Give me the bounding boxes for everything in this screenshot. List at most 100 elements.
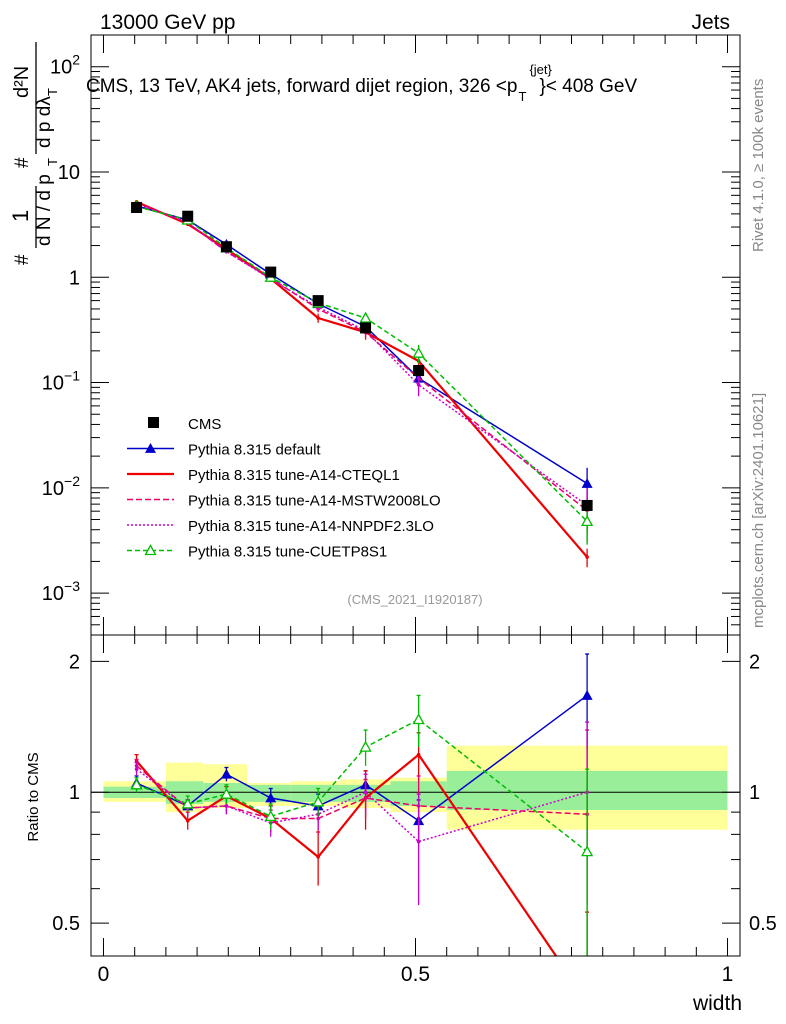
upper-marker-series-1 bbox=[316, 316, 320, 320]
ratio-marker-series-4 bbox=[130, 778, 143, 790]
mcplots-label: mcplots.cern.ch [arXiv:2401.10621] bbox=[750, 393, 767, 628]
ratio-marker-series-1 bbox=[416, 752, 421, 757]
title-main: CMS, 13 TeV, AK4 jets, forward dijet reg… bbox=[86, 76, 517, 97]
ratio-line-series-1 bbox=[135, 753, 558, 956]
ratio-marker-series-0 bbox=[220, 768, 232, 779]
data-point-cms bbox=[131, 201, 143, 213]
legend-label-series-3: Pythia 8.315 tune-A14-NNPDF2.3LO bbox=[188, 518, 434, 535]
upper-y-tick-label: 102 bbox=[50, 52, 80, 79]
upper-series-layer bbox=[130, 200, 594, 568]
ratio-marker-series-4 bbox=[359, 740, 372, 752]
upper-panel: 10−3 10−2 10−1 1 10 102 bbox=[42, 34, 741, 636]
legend: CMS Pythia 8.315 default Pythia 8.315 tune… bbox=[127, 416, 441, 561]
lower-y-tick-label-left: 1 bbox=[69, 782, 80, 804]
upper-y-tick-label: 1 bbox=[69, 267, 80, 289]
y-title-T-sub: T bbox=[45, 158, 60, 166]
ratio-marker-series-1 bbox=[585, 1000, 589, 1004]
title-text-b: }< 408 GeV bbox=[539, 76, 637, 97]
data-point-cms bbox=[182, 210, 194, 222]
ratio-marker-series-4 bbox=[220, 787, 233, 799]
rivet-version-label: Rivet 4.1.0, ≥ 100k events bbox=[750, 79, 767, 252]
ratio-marker-series-4 bbox=[264, 810, 277, 822]
upper-line-series-4 bbox=[136, 205, 588, 522]
data-point-cms bbox=[413, 365, 425, 377]
ratio-marker-series-4 bbox=[181, 797, 194, 809]
upper-y-tick-label: 10−1 bbox=[42, 368, 80, 395]
y-title-T-sub-2: T bbox=[45, 88, 60, 96]
upper-marker-series-4 bbox=[581, 515, 594, 527]
x-tick-label: 1 bbox=[722, 963, 734, 986]
upper-y-tick-label: 10−2 bbox=[42, 473, 80, 500]
data-point-cms bbox=[265, 266, 277, 278]
ratio-marker-series-4 bbox=[581, 845, 594, 857]
upper-data-layer bbox=[131, 201, 593, 511]
lower-y-tick-label-right: 1 bbox=[749, 782, 760, 804]
lower-panel: 0.5 0.5 1 1 2 2 bbox=[52, 634, 777, 1004]
x-tick-labels: 0 0.5 1 bbox=[98, 963, 734, 986]
upper-line-series-3 bbox=[136, 202, 588, 507]
lower-y-tick-label-right: 2 bbox=[749, 651, 760, 673]
ratio-line-series-4 bbox=[136, 718, 588, 853]
title-superscript: {jet} bbox=[529, 62, 552, 77]
data-point-cms bbox=[312, 295, 324, 307]
ratio-line-series-2 bbox=[136, 765, 588, 820]
title-subscript: T bbox=[518, 89, 526, 104]
data-point-cms bbox=[220, 241, 232, 253]
x-axis-label: width bbox=[692, 992, 742, 1015]
data-point-cms bbox=[360, 322, 372, 334]
legend-label-cms: CMS bbox=[188, 416, 221, 433]
upper-y-tick-label: 10−3 bbox=[42, 578, 80, 605]
data-point-cms bbox=[581, 499, 593, 511]
ratio-marker-series-4 bbox=[412, 713, 425, 725]
plot-title: CMS, 13 TeV, AK4 jets, forward dijet reg… bbox=[86, 62, 637, 104]
ratio-marker-series-3 bbox=[416, 839, 421, 844]
y-title-dpT-dlambda: d p dλ bbox=[34, 96, 55, 148]
upper-line-series-2 bbox=[136, 202, 588, 512]
ratio-marker-series-1 bbox=[316, 855, 320, 859]
lower-frame bbox=[90, 634, 741, 957]
upper-y-title: # 1 d N / d p T # d²N d p dλ T bbox=[8, 42, 60, 265]
ratio-band-inner bbox=[290, 784, 341, 802]
x-tick-label: 0 bbox=[98, 963, 110, 986]
upper-y-tick-label: 10 bbox=[58, 162, 80, 184]
lower-y-tick-label-right: 0.5 bbox=[749, 913, 777, 935]
ratio-marker-series-1 bbox=[185, 818, 190, 823]
legend-label-series-1: Pythia 8.315 tune-A14-CTEQL1 bbox=[188, 467, 400, 484]
y-title-dN-dp: d N / d p bbox=[34, 174, 55, 246]
upper-marker-series-4 bbox=[412, 346, 425, 358]
ratio-marker-series-3 bbox=[363, 790, 368, 795]
lower-series-layer bbox=[130, 653, 594, 1004]
lower-y-tick-label-left: 2 bbox=[69, 651, 80, 673]
y-title-hash2: # bbox=[12, 157, 33, 168]
legend-label-series-0: Pythia 8.315 default bbox=[188, 442, 321, 459]
y-title-d2N: d²N bbox=[11, 66, 33, 98]
ratio-marker-series-0 bbox=[581, 689, 593, 700]
legend-marker-series-0 bbox=[145, 443, 156, 453]
upper-marker-series-3 bbox=[416, 383, 421, 387]
header-category: Jets bbox=[691, 11, 730, 34]
ratio-marker-series-3 bbox=[224, 804, 229, 808]
header-collision: 13000 GeV pp bbox=[100, 11, 235, 34]
y-title-one: 1 bbox=[8, 210, 33, 222]
upper-marker-series-1 bbox=[585, 555, 589, 559]
upper-marker-series-4 bbox=[359, 311, 372, 323]
ratio-band-inner bbox=[247, 784, 291, 802]
lower-axis-ticks: 0.5 0.5 1 1 2 2 bbox=[52, 635, 777, 956]
x-tick-label: 0.5 bbox=[401, 963, 430, 986]
ratio-marker-series-4 bbox=[312, 795, 325, 807]
ratio-marker-series-0 bbox=[265, 792, 277, 803]
upper-axis-ticks: 10−3 10−2 10−1 1 10 102 bbox=[42, 34, 740, 636]
title-text-a: CMS, 13 TeV, AK4 jets, forward dijet reg… bbox=[86, 76, 517, 97]
upper-marker-series-0 bbox=[581, 477, 593, 488]
analysis-id: (CMS_2021_I1920187) bbox=[347, 592, 482, 607]
ratio-marker-series-3 bbox=[134, 767, 139, 771]
legend-label-series-2: Pythia 8.315 tune-A14-MSTW2008LO bbox=[188, 493, 441, 510]
legend-marker-cms bbox=[148, 417, 159, 428]
y-title-hash1: # bbox=[12, 254, 33, 265]
ratio-y-label: Ratio to CMS bbox=[25, 752, 42, 841]
lower-y-tick-label-left: 0.5 bbox=[52, 913, 80, 935]
legend-marker-series-4 bbox=[144, 544, 157, 556]
legend-label-series-4: Pythia 8.315 tune-CUETP8S1 bbox=[188, 544, 387, 561]
ratio-line-series-0 bbox=[136, 694, 588, 822]
